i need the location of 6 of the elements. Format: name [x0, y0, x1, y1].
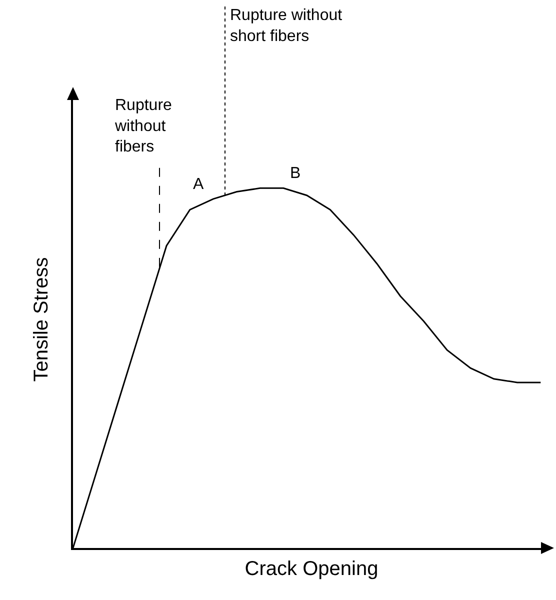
- annotation: A: [193, 176, 204, 193]
- text: Rupture without short fibers: [230, 7, 343, 45]
- text: Rupture without fibers: [114, 97, 172, 156]
- text: B: [290, 165, 301, 182]
- x-axis-title: Crack Opening: [244, 558, 378, 580]
- y-axis-title: Tensile Stress: [30, 257, 52, 382]
